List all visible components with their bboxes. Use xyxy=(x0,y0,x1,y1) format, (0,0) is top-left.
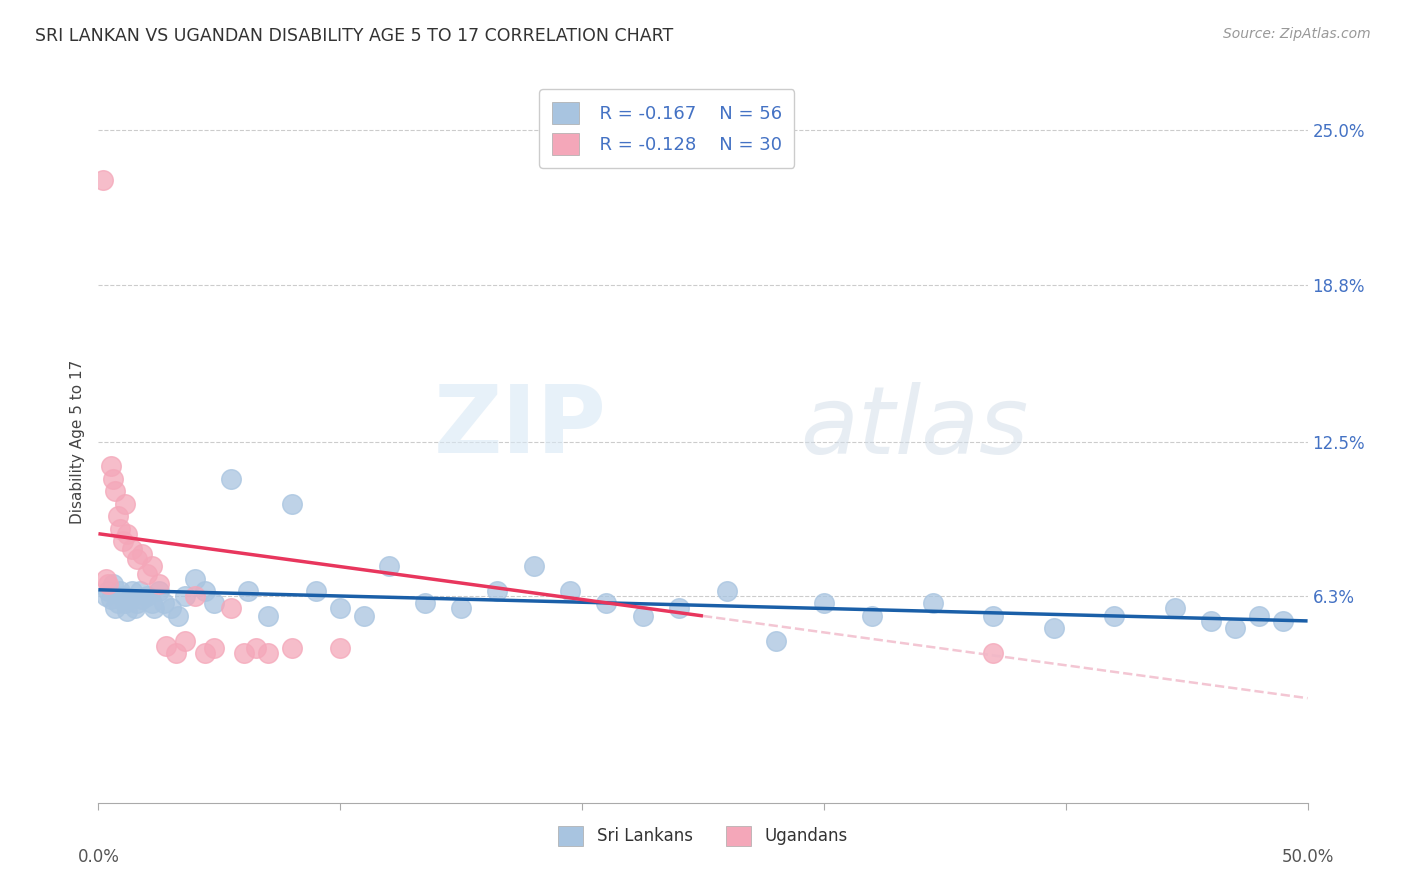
Point xyxy=(121,584,143,599)
Point xyxy=(111,589,134,603)
Point xyxy=(450,601,472,615)
Point xyxy=(194,584,217,599)
Point xyxy=(765,633,787,648)
Point xyxy=(135,566,157,581)
Point xyxy=(256,646,278,660)
Point xyxy=(1223,621,1246,635)
Point xyxy=(1249,609,1271,624)
Point xyxy=(114,597,136,611)
Text: Source: ZipAtlas.com: Source: ZipAtlas.com xyxy=(1223,27,1371,41)
Point xyxy=(1163,601,1185,615)
Point xyxy=(131,547,153,561)
Point xyxy=(245,641,267,656)
Text: SRI LANKAN VS UGANDAN DISABILITY AGE 5 TO 17 CORRELATION CHART: SRI LANKAN VS UGANDAN DISABILITY AGE 5 T… xyxy=(35,27,673,45)
Point xyxy=(121,541,143,556)
Point xyxy=(981,609,1004,624)
Point xyxy=(184,572,207,586)
Point xyxy=(813,597,835,611)
Point xyxy=(238,584,260,599)
Point xyxy=(595,597,617,611)
Point xyxy=(152,597,174,611)
Point xyxy=(117,604,139,618)
Point xyxy=(204,597,226,611)
Point xyxy=(221,601,243,615)
Point xyxy=(281,497,304,511)
Point xyxy=(97,576,120,591)
Point xyxy=(1272,614,1295,628)
Point xyxy=(523,559,546,574)
Point xyxy=(921,597,943,611)
Point xyxy=(104,601,127,615)
Point xyxy=(107,597,129,611)
Point xyxy=(353,609,375,624)
Point xyxy=(167,609,190,624)
Point xyxy=(377,559,399,574)
Point xyxy=(148,576,170,591)
Point xyxy=(101,576,124,591)
Point xyxy=(194,646,217,660)
Point xyxy=(668,601,690,615)
Point xyxy=(413,597,436,611)
Point xyxy=(124,601,146,615)
Point xyxy=(108,522,131,536)
Point xyxy=(141,559,163,574)
Point xyxy=(128,584,150,599)
Point xyxy=(91,173,114,187)
Point xyxy=(131,591,153,606)
Point xyxy=(94,589,117,603)
Point xyxy=(101,472,124,486)
Point xyxy=(127,551,149,566)
Point xyxy=(108,584,131,599)
Text: 0.0%: 0.0% xyxy=(77,847,120,865)
Point xyxy=(1102,609,1125,624)
Text: atlas: atlas xyxy=(800,382,1028,473)
Point xyxy=(256,609,278,624)
Point xyxy=(221,472,243,486)
Point xyxy=(100,459,122,474)
Point xyxy=(174,633,197,648)
Point xyxy=(329,601,352,615)
Point xyxy=(111,534,134,549)
Point xyxy=(981,646,1004,660)
Point xyxy=(716,584,738,599)
Point xyxy=(165,646,187,660)
Point xyxy=(329,641,352,656)
Text: 50.0%: 50.0% xyxy=(1281,847,1334,865)
Point xyxy=(117,526,139,541)
Point xyxy=(118,591,141,606)
Point xyxy=(143,601,166,615)
Point xyxy=(155,639,177,653)
Text: ZIP: ZIP xyxy=(433,381,606,473)
Y-axis label: Disability Age 5 to 17: Disability Age 5 to 17 xyxy=(69,359,84,524)
Point xyxy=(104,484,127,499)
Legend: Sri Lankans, Ugandans: Sri Lankans, Ugandans xyxy=(548,815,858,856)
Point xyxy=(1199,614,1222,628)
Point xyxy=(1042,621,1064,635)
Point xyxy=(107,509,129,524)
Point xyxy=(141,597,163,611)
Point xyxy=(160,601,183,615)
Point xyxy=(148,584,170,599)
Point xyxy=(135,589,157,603)
Point xyxy=(558,584,581,599)
Point xyxy=(281,641,304,656)
Point xyxy=(184,589,207,603)
Point xyxy=(232,646,254,660)
Point xyxy=(174,589,197,603)
Point xyxy=(97,584,120,599)
Point xyxy=(127,597,149,611)
Point xyxy=(486,584,509,599)
Point xyxy=(204,641,226,656)
Point xyxy=(94,572,117,586)
Point xyxy=(114,497,136,511)
Point xyxy=(631,609,654,624)
Point xyxy=(305,584,328,599)
Point xyxy=(100,591,122,606)
Point xyxy=(860,609,883,624)
